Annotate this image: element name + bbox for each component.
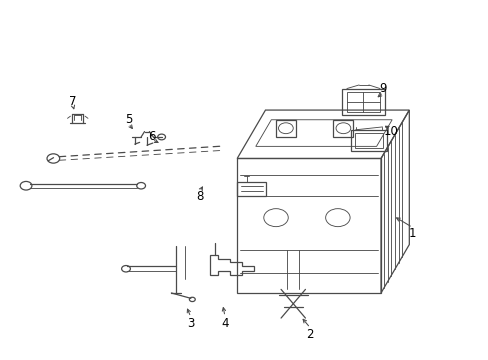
Text: 4: 4 [221,317,228,330]
Text: 1: 1 [408,227,416,240]
Bar [341,89,384,116]
Text: 10: 10 [383,125,397,138]
Text: 3: 3 [187,317,194,330]
Bar [354,133,383,148]
Text: 5: 5 [124,113,132,126]
Text: 9: 9 [379,82,386,95]
Bar [350,130,386,151]
Bar [346,92,379,112]
Text: 8: 8 [196,190,203,203]
Bar [237,182,266,196]
Text: 2: 2 [306,328,313,341]
Text: 6: 6 [148,130,155,144]
Text: 7: 7 [69,95,77,108]
